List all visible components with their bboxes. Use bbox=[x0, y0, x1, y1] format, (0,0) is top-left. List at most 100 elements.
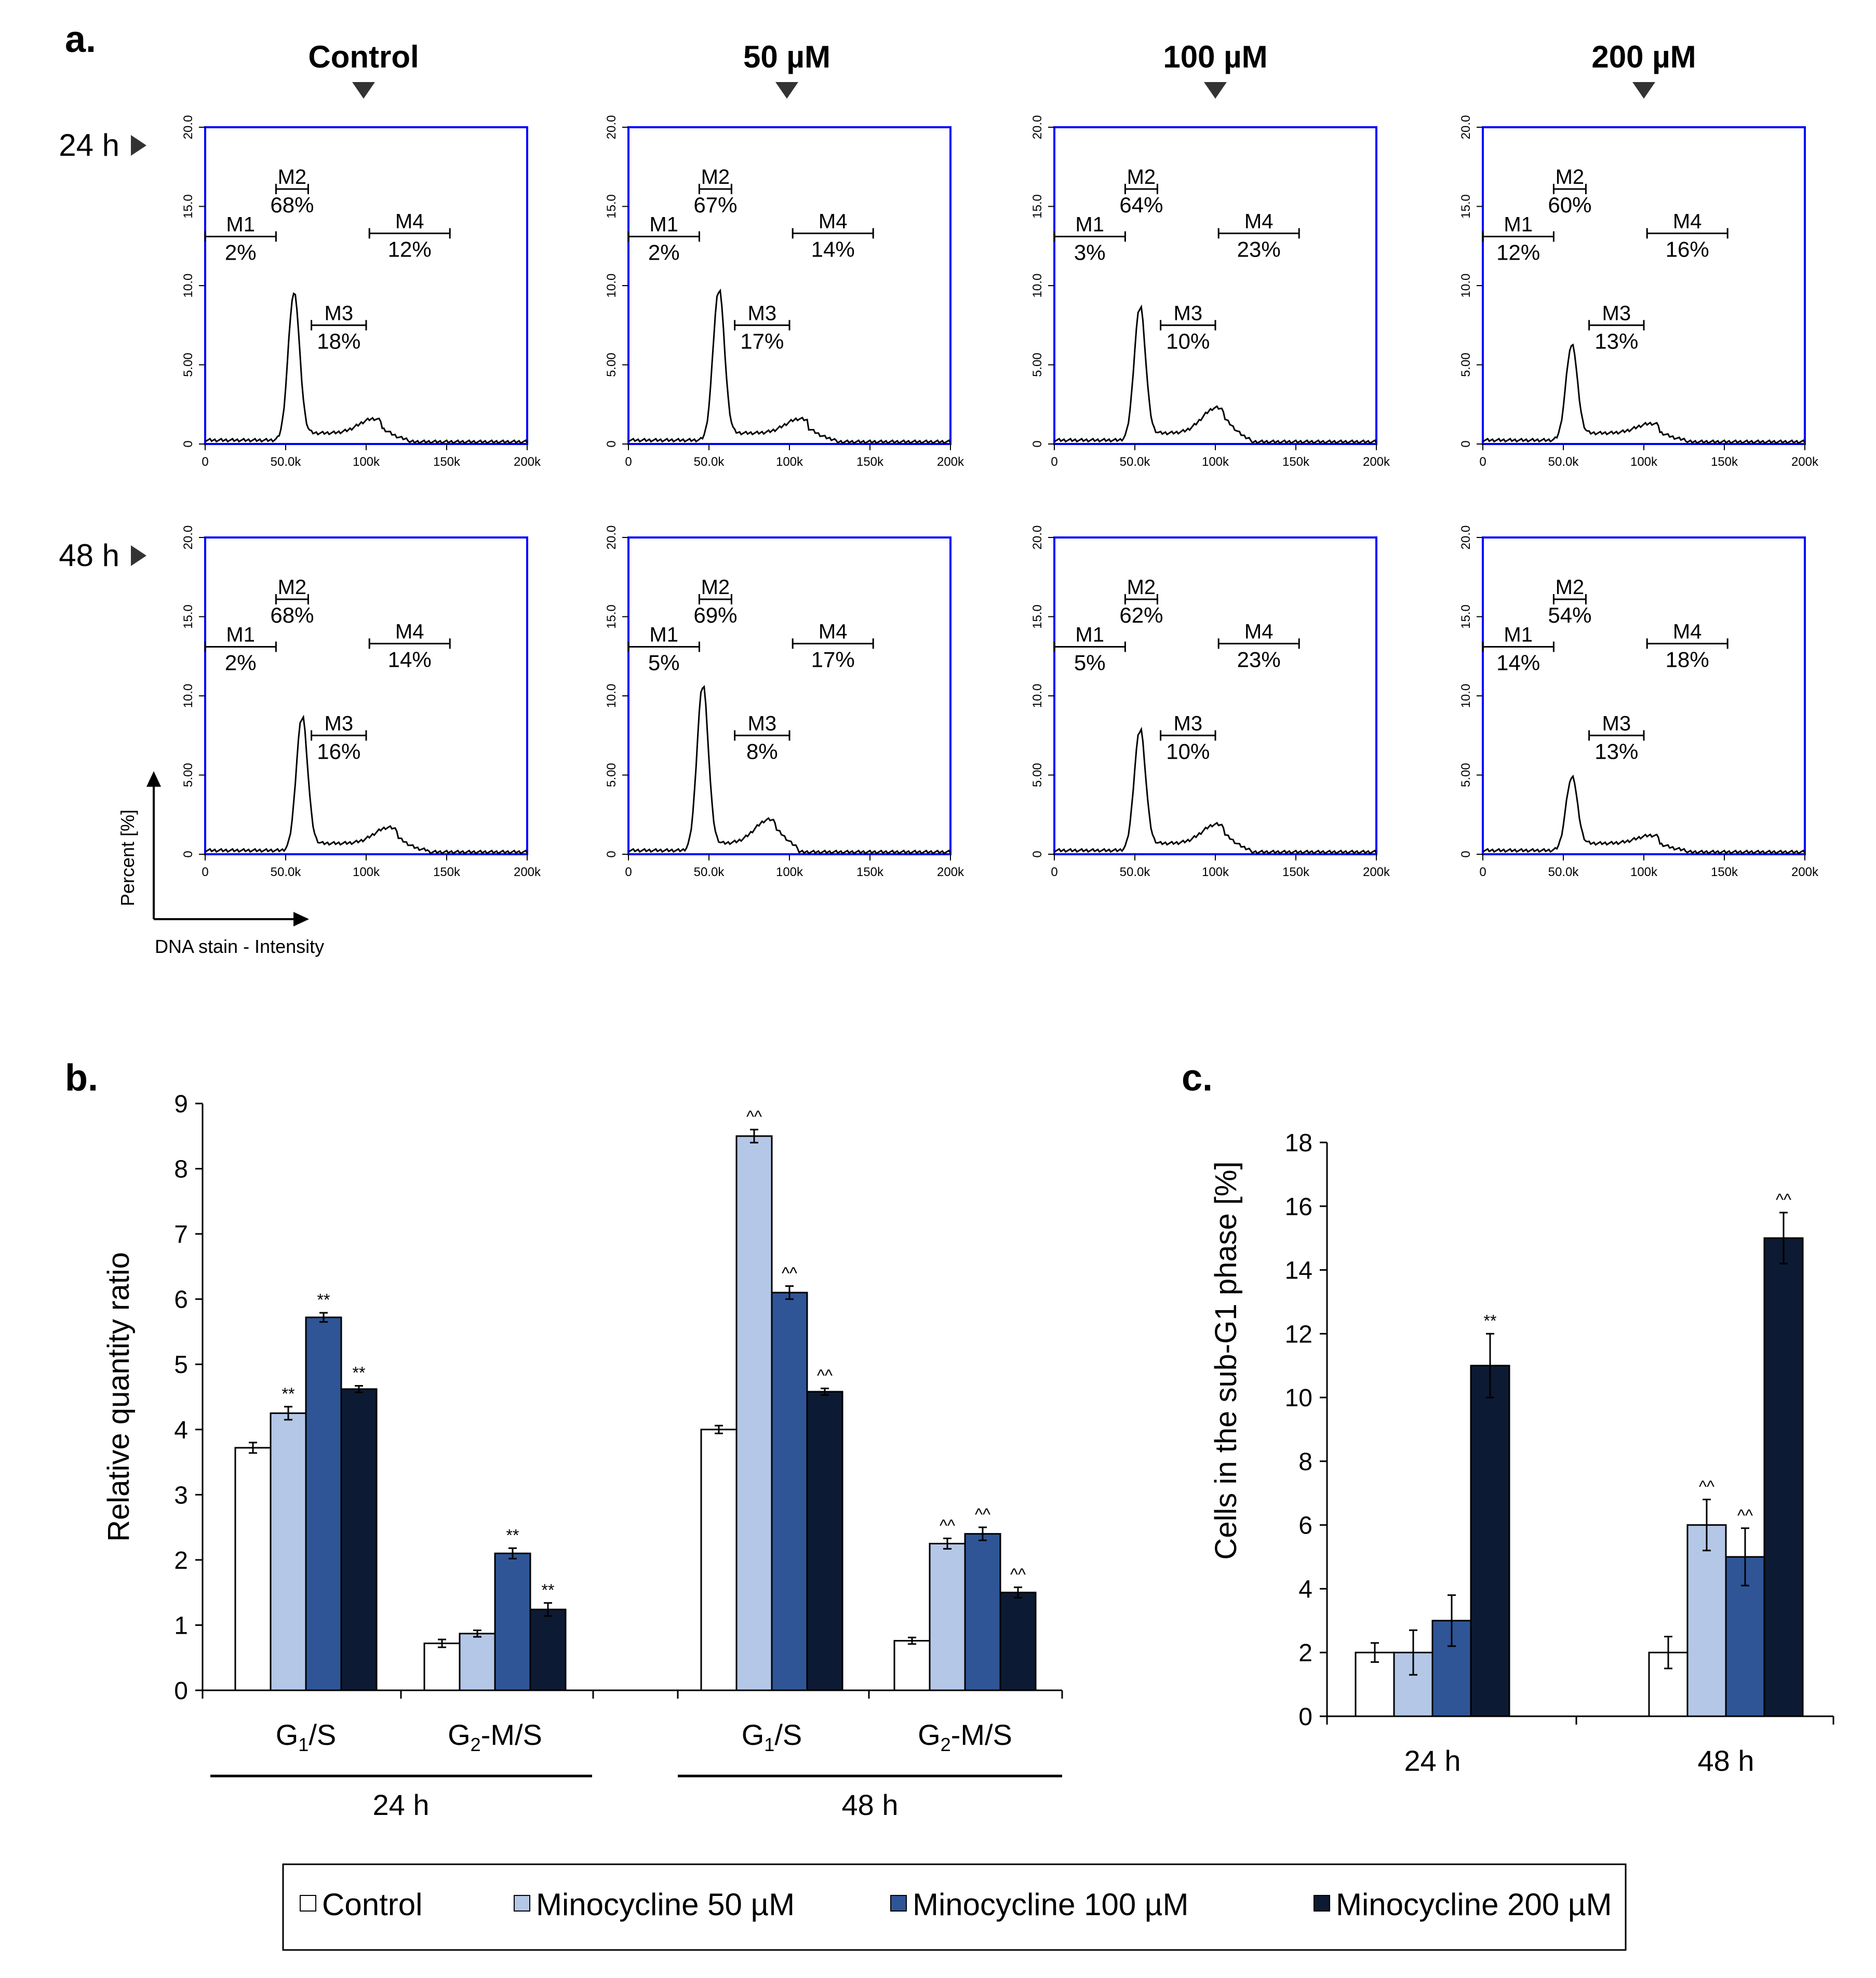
histogram-x-tick-label: 200k bbox=[1363, 865, 1390, 879]
histogram-y-tick-label: 0 bbox=[1030, 851, 1044, 857]
row-header-0: 24 h bbox=[59, 128, 119, 163]
gate-percent: 13% bbox=[1594, 739, 1638, 763]
gate-percent: 2% bbox=[225, 240, 257, 264]
histogram-frame bbox=[204, 126, 528, 445]
histogram-y-tick-label: 0 bbox=[605, 851, 619, 857]
panel-c-y-tick-label: 6 bbox=[1298, 1512, 1312, 1540]
gate-percent: 64% bbox=[1119, 193, 1163, 217]
gate-name: M2 bbox=[1556, 166, 1585, 189]
panel-c-significance-mark: ^^ bbox=[1699, 1477, 1714, 1496]
panel-b-label: b. bbox=[65, 1057, 98, 1099]
panel-b-bar bbox=[929, 1543, 966, 1691]
histogram-2-1: 20.0 15.0 10.0 5.00 0 0 50.0k 100k 150k 200k M1 5% M… bbox=[1030, 526, 1390, 879]
histogram-x-tick-label: 150k bbox=[856, 865, 884, 879]
panel-b-group-1: ** ** G2-M/S bbox=[423, 1526, 567, 1755]
panel-b-category-label: G2-M/S bbox=[918, 1718, 1012, 1755]
histogram-frame bbox=[204, 536, 528, 855]
histogram-y-tick-label: 15.0 bbox=[1030, 604, 1044, 629]
histogram-x-tick-label: 200k bbox=[937, 455, 964, 469]
panel-a-label: a. bbox=[65, 19, 96, 60]
histogram-x-tick-label: 50.0k bbox=[1548, 455, 1579, 469]
panel-b-y-tick-label: 0 bbox=[174, 1677, 188, 1705]
histogram-frame bbox=[1053, 536, 1377, 855]
gate-name: M1 bbox=[1504, 623, 1533, 646]
gate-name: M4 bbox=[819, 210, 848, 233]
histogram-y-tick-label: 20.0 bbox=[1459, 526, 1473, 550]
histogram-y-tick-label: 10.0 bbox=[181, 684, 195, 708]
histogram-x-tick-label: 150k bbox=[856, 455, 884, 469]
panel-b-group-0: ** ** ** G1/S bbox=[234, 1290, 378, 1755]
gate-name: M4 bbox=[819, 620, 848, 643]
gate-percent: 3% bbox=[1074, 240, 1106, 264]
gate-percent: 17% bbox=[740, 329, 784, 353]
gate-percent: 2% bbox=[648, 240, 680, 264]
histogram-y-tick-label: 15.0 bbox=[605, 194, 619, 219]
row-header-1: 48 h bbox=[59, 538, 119, 573]
legend: Control Minocycline 50 µM Minocycline 100 … bbox=[282, 1863, 1627, 1951]
legend-item-2: Minocycline 100 µM bbox=[890, 1887, 1188, 1922]
histogram-y-tick-label: 5.00 bbox=[1459, 353, 1473, 377]
histogram-x-tick-label: 100k bbox=[353, 455, 380, 469]
gate-name: M2 bbox=[1127, 166, 1156, 189]
histogram-x-label: DNA stain - Intensity bbox=[155, 936, 324, 957]
column-pointer-0 bbox=[352, 82, 375, 99]
histogram-trace bbox=[1482, 774, 1806, 855]
panel-b-bar-chart: b. Relative quantity ratio 0123456789***… bbox=[65, 1057, 1063, 1821]
gate-name: M4 bbox=[1673, 620, 1702, 643]
histogram-y-tick-label: 15.0 bbox=[181, 604, 195, 629]
gate-percent: 12% bbox=[388, 237, 432, 261]
legend-item-0: Control bbox=[300, 1887, 422, 1922]
histogram-y-tick-label: 20.0 bbox=[1030, 526, 1044, 550]
histogram-y-tick-label: 15.0 bbox=[1459, 604, 1473, 629]
histogram-x-tick-label: 200k bbox=[514, 865, 541, 879]
histogram-1-0: 20.0 15.0 10.0 5.00 0 0 50.0k 100k 150k 200k M1 2% M… bbox=[605, 115, 964, 469]
histogram-x-tick-label: 150k bbox=[1711, 865, 1738, 879]
histogram-trace bbox=[1054, 304, 1377, 445]
histogram-x-tick-label: 100k bbox=[1202, 455, 1229, 469]
gate-percent: 18% bbox=[1666, 647, 1709, 671]
histogram-x-tick-label: 50.0k bbox=[271, 865, 302, 879]
gate-percent: 2% bbox=[225, 650, 257, 675]
gate-name: M3 bbox=[1602, 712, 1631, 735]
gate-name: M3 bbox=[325, 712, 354, 735]
panel-c-plot-area: 0 2 4 6 8 10 12 14 16 18 ** 24 h ^^ ^^ ^^ 48 h bbox=[1285, 1129, 1834, 1777]
panel-c-y-label: Cells in the sub-G1 phase [%] bbox=[1209, 1161, 1243, 1559]
histogram-x-tick-label: 0 bbox=[1479, 455, 1486, 469]
panel-b-bar bbox=[305, 1316, 342, 1691]
gate-percent: 68% bbox=[270, 193, 314, 217]
histogram-y-tick-label: 0 bbox=[1030, 440, 1044, 447]
legend-label: Minocycline 100 µM bbox=[913, 1887, 1188, 1922]
histogram-frame bbox=[1053, 126, 1377, 445]
histogram-y-tick-label: 5.00 bbox=[605, 353, 619, 377]
column-pointer-1 bbox=[775, 82, 798, 99]
panel-c-group-0: ** 24 h bbox=[1355, 1311, 1510, 1777]
row-headers: 24 h 48 h bbox=[59, 128, 146, 573]
panel-b-significance-mark: ^^ bbox=[817, 1366, 833, 1385]
legend-item-1: Minocycline 50 µM bbox=[514, 1887, 795, 1922]
panel-b-y-tick-label: 4 bbox=[174, 1417, 188, 1444]
panel-b-bar bbox=[806, 1391, 843, 1691]
panel-c-bar-chart: c. Cells in the sub-G1 phase [%] 0 2 4 6 8 10… bbox=[1182, 1057, 1834, 1777]
gate-name: M3 bbox=[1174, 302, 1203, 325]
panel-b-bar bbox=[459, 1633, 496, 1691]
gate-name: M4 bbox=[1673, 210, 1702, 233]
histogram-y-tick-label: 5.00 bbox=[1030, 353, 1044, 377]
column-header-1: 50 µM bbox=[743, 39, 830, 74]
histogram-x-tick-label: 0 bbox=[625, 865, 632, 879]
histogram-x-tick-label: 100k bbox=[776, 865, 803, 879]
panel-c-category-label: 48 h bbox=[1698, 1744, 1754, 1777]
gate-name: M1 bbox=[1504, 213, 1533, 236]
histogram-x-tick-label: 200k bbox=[937, 865, 964, 879]
legend-frame bbox=[282, 1863, 1627, 1951]
panel-c-bar bbox=[1763, 1237, 1804, 1717]
histogram-x-tick-label: 0 bbox=[1051, 865, 1057, 879]
x-arrow-head bbox=[293, 912, 309, 926]
histogram-x-tick-label: 50.0k bbox=[1120, 865, 1151, 879]
panel-b-group-3: ^^ ^^ ^^ G2-M/S bbox=[893, 1505, 1037, 1755]
histogram-y-tick-label: 5.00 bbox=[181, 763, 195, 787]
histogram-y-tick-label: 10.0 bbox=[181, 274, 195, 298]
gate-name: M2 bbox=[1556, 576, 1585, 599]
histogram-x-tick-label: 50.0k bbox=[694, 865, 725, 879]
gate-name: M3 bbox=[1602, 302, 1631, 325]
histogram-y-tick-label: 15.0 bbox=[1459, 194, 1473, 219]
